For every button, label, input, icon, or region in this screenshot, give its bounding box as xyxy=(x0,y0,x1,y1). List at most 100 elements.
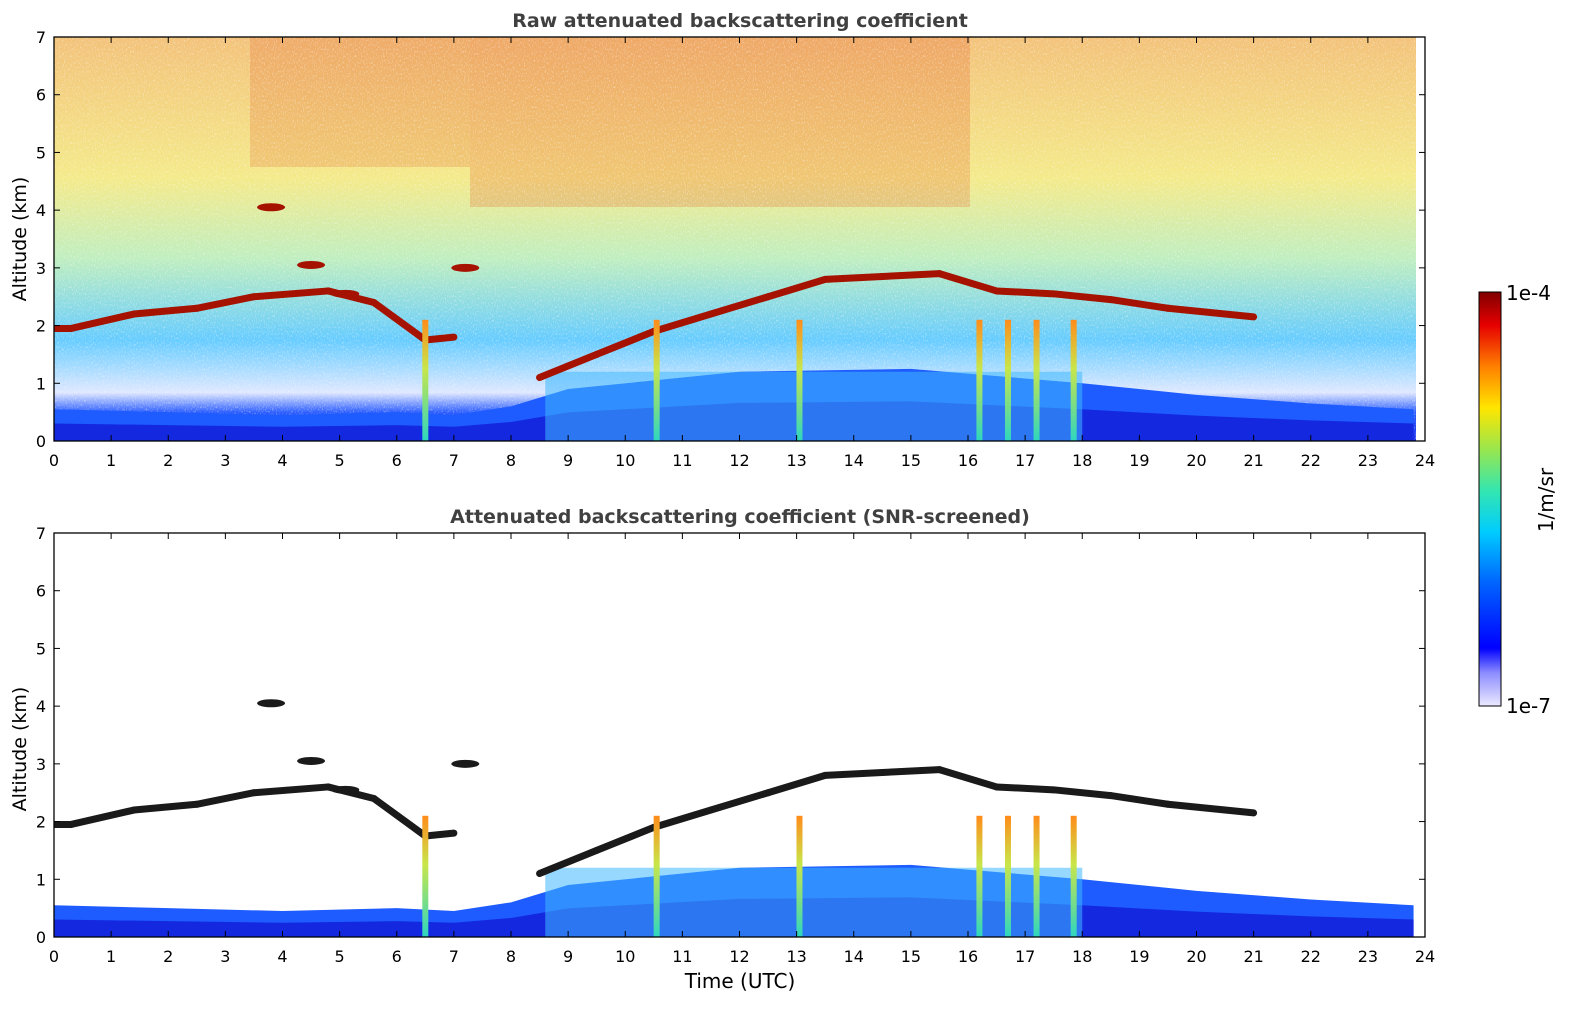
cloud-segment xyxy=(1164,304,1229,318)
top-panel-title: Raw attenuated backscattering coefficien… xyxy=(512,10,968,32)
cloud-segment xyxy=(878,766,943,777)
y-tick-label: 0 xyxy=(36,928,46,947)
top-y-axis: 0 1 2 3 4 5 6 7 xyxy=(36,28,1425,451)
screened-plumes xyxy=(422,815,1077,937)
x-tick-label: 24 xyxy=(1415,451,1435,470)
cloud-segment xyxy=(250,287,332,301)
x-tick-label: 1 xyxy=(106,947,116,966)
y-tick-label: 5 xyxy=(36,143,46,162)
x-tick-label: 7 xyxy=(449,451,459,470)
daytime-aerosol xyxy=(545,371,1083,441)
x-tick-label: 7 xyxy=(449,947,459,966)
bottom-y-axis: 0 1 2 3 4 5 6 7 xyxy=(36,524,1425,947)
cloud-segment xyxy=(650,310,715,335)
cloud-segment xyxy=(707,789,772,814)
precip-streak xyxy=(653,319,660,441)
colorbar-max-label: 1e-4 xyxy=(1506,281,1551,305)
bottom-panel-title: Attenuated backscattering coefficient (S… xyxy=(450,506,1030,528)
cloud-segment xyxy=(130,304,201,318)
cloud-patch xyxy=(451,759,480,768)
precip-streak xyxy=(422,319,429,441)
cloud-segment xyxy=(421,829,458,840)
x-tick-label: 19 xyxy=(1129,451,1149,470)
x-tick-label: 14 xyxy=(844,451,864,470)
colorbar: 1e-4 1e-7 1/m/sr xyxy=(1478,281,1558,718)
cloud-patch xyxy=(257,699,286,708)
cloud-segment xyxy=(193,293,258,312)
precip-streak xyxy=(796,815,803,937)
x-tick-label: 18 xyxy=(1072,451,1092,470)
x-tick-label: 13 xyxy=(786,947,806,966)
y-tick-label: 6 xyxy=(36,86,46,105)
cloud-segment xyxy=(935,270,1001,295)
x-tick-label: 16 xyxy=(958,947,978,966)
cloud-segment xyxy=(593,823,658,854)
cloud-patch xyxy=(297,260,326,269)
raw-backscatter-panel: Raw attenuated backscattering coefficien… xyxy=(9,10,1435,470)
x-tick-label: 16 xyxy=(958,451,978,470)
x-tick-label: 10 xyxy=(615,451,635,470)
cloud-segment xyxy=(878,270,943,281)
x-tick-label: 4 xyxy=(277,451,287,470)
cloud-patch xyxy=(451,263,480,272)
x-tick-label: 2 xyxy=(163,451,173,470)
precip-streak xyxy=(1070,319,1077,441)
x-tick-label: 9 xyxy=(563,947,573,966)
precip-streak xyxy=(1070,815,1077,937)
y-tick-label: 3 xyxy=(36,755,46,774)
colorbar-min-label: 1e-7 xyxy=(1506,694,1551,718)
y-tick-label: 6 xyxy=(36,582,46,601)
y-tick-label: 7 xyxy=(36,524,46,543)
x-tick-label: 2 xyxy=(163,947,173,966)
y-tick-label: 4 xyxy=(36,697,46,716)
cloud-segment xyxy=(1050,290,1115,304)
screened-boundary-layer xyxy=(54,864,1414,937)
y-tick-label: 4 xyxy=(36,201,46,220)
x-tick-label: 6 xyxy=(392,451,402,470)
cloud-segment xyxy=(993,783,1058,794)
x-tick-label: 23 xyxy=(1358,451,1378,470)
x-tick-label: 11 xyxy=(672,947,692,966)
cloud-segment xyxy=(1107,296,1172,312)
cloud-segment xyxy=(536,350,601,382)
cloud-segment xyxy=(764,275,829,301)
cloud-segment xyxy=(421,333,458,344)
daytime-aerosol xyxy=(545,867,1083,937)
precip-streak xyxy=(976,815,983,937)
cloud-patch xyxy=(331,289,360,298)
x-tick-label: 21 xyxy=(1243,947,1263,966)
cloud-segment xyxy=(821,769,886,779)
cloud-segment xyxy=(370,794,429,840)
cloud-segment xyxy=(1107,792,1172,808)
y-tick-label: 2 xyxy=(36,317,46,336)
colorbar-gradient xyxy=(1478,291,1502,707)
cloud-segment xyxy=(1050,786,1115,800)
precipitation-plumes xyxy=(422,319,1077,441)
x-tick-label: 20 xyxy=(1186,947,1206,966)
x-tick-label: 22 xyxy=(1301,451,1321,470)
cloud-patch xyxy=(257,203,286,212)
precip-streak xyxy=(653,815,660,937)
cloud-segment xyxy=(821,273,886,283)
cloud-patch xyxy=(331,785,360,794)
x-tick-label: 6 xyxy=(392,947,402,966)
x-tick-label: 9 xyxy=(563,451,573,470)
x-tick-label: 24 xyxy=(1415,947,1435,966)
x-tick-label: 21 xyxy=(1243,451,1263,470)
x-tick-label: 22 xyxy=(1301,947,1321,966)
screened-cloud-layer xyxy=(54,699,1258,878)
x-tick-label: 19 xyxy=(1129,947,1149,966)
precip-streak xyxy=(1033,319,1040,441)
x-tick-label: 12 xyxy=(729,947,749,966)
cloud-segment xyxy=(650,806,715,831)
x-tick-label: 15 xyxy=(901,451,921,470)
x-tick-label: 14 xyxy=(844,947,864,966)
x-tick-label: 15 xyxy=(901,947,921,966)
colorbar-units-label: 1/m/sr xyxy=(1534,467,1558,532)
x-tick-label: 23 xyxy=(1358,947,1378,966)
x-tick-label: 17 xyxy=(1015,947,1035,966)
top-y-axis-label: Altitude (km) xyxy=(9,177,31,302)
y-tick-label: 1 xyxy=(36,870,46,889)
cloud-segment xyxy=(993,287,1058,298)
cloud-segment xyxy=(764,771,829,797)
